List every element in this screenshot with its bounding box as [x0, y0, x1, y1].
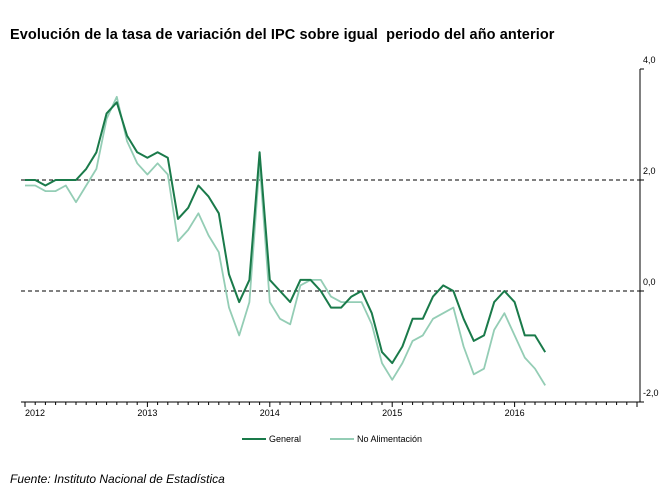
x-tick-label: 2016	[505, 408, 525, 418]
series-line-general	[25, 102, 545, 363]
ipc-line-chart: 4,0 2,0 0,0 -2,0 2012 2013 2014 2015 2016 Genera…	[0, 0, 666, 495]
reference-lines	[21, 180, 640, 291]
y-tick-label: 0,0	[643, 277, 656, 287]
x-tick-label: 2012	[25, 408, 45, 418]
y-tick-label: 2,0	[643, 166, 656, 176]
y-tick-label: -2,0	[643, 388, 659, 398]
x-tick-label: 2015	[382, 408, 402, 418]
x-tick-label: 2013	[137, 408, 157, 418]
legend-label: No Alimentación	[357, 434, 422, 444]
source-note: Fuente: Instituto Nacional de Estadístic…	[10, 472, 225, 486]
legend-label: General	[269, 434, 301, 444]
x-tick-label: 2014	[260, 408, 280, 418]
legend: General No Alimentación	[242, 434, 422, 444]
series-line-no-alimentacion	[25, 97, 545, 386]
y-tick-label: 4,0	[643, 55, 656, 65]
axes: 4,0 2,0 0,0 -2,0 2012 2013 2014 2015 2016	[21, 55, 659, 418]
series-lines	[25, 97, 545, 386]
